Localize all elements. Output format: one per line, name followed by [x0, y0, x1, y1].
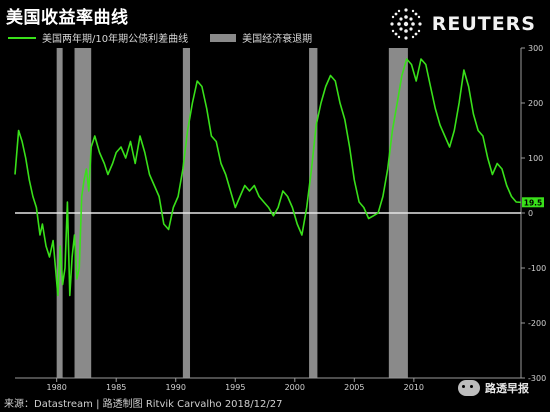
legend-item-spread: 美国两年期/10年期公债利差曲线 [8, 30, 188, 45]
y-tick-label: -100 [528, 264, 546, 273]
x-tick-label: 2010 [404, 383, 424, 392]
y-tick-label: -300 [528, 374, 546, 383]
watermark: 路透早报 [458, 380, 529, 396]
legend-item-recession: 美国经济衰退期 [210, 30, 312, 45]
x-tick-label: 1990 [166, 383, 186, 392]
legend-line-swatch [8, 36, 36, 39]
spread-series-line [14, 58, 521, 297]
reuters-dots-icon [390, 8, 422, 40]
y-tick-label: -200 [528, 319, 546, 328]
source-footer: 来源：Datastream | 路透制图 Ritvik Carvalho 201… [4, 399, 283, 410]
reuters-logo: REUTERS [388, 6, 536, 42]
legend-label-spread: 美国两年期/10年期公债利差曲线 [42, 34, 189, 45]
chart-title: 美国收益率曲线 [6, 8, 129, 28]
logo-text: REUTERS [431, 13, 536, 35]
y-tick-label: 300 [528, 44, 543, 53]
x-tick-label: 2005 [344, 383, 364, 392]
y-tick-label: 100 [528, 154, 543, 163]
x-tick-label: 1980 [46, 383, 66, 392]
y-tick-label: 0 [528, 209, 533, 218]
x-tick-label: 2000 [285, 383, 305, 392]
chart-legend: 美国两年期/10年期公债利差曲线 美国经济衰退期 [8, 30, 334, 45]
wechat-icon [458, 380, 480, 396]
x-tick-label: 1985 [106, 383, 126, 392]
y-tick-label: 200 [528, 99, 543, 108]
watermark-text: 路透早报 [485, 382, 529, 395]
last-value-label: 19.5 [524, 198, 543, 207]
x-tick-label: 1995 [225, 383, 245, 392]
legend-box-swatch [210, 33, 237, 42]
last-value-badge [522, 197, 544, 208]
legend-label-recession: 美国经济衰退期 [242, 34, 313, 45]
